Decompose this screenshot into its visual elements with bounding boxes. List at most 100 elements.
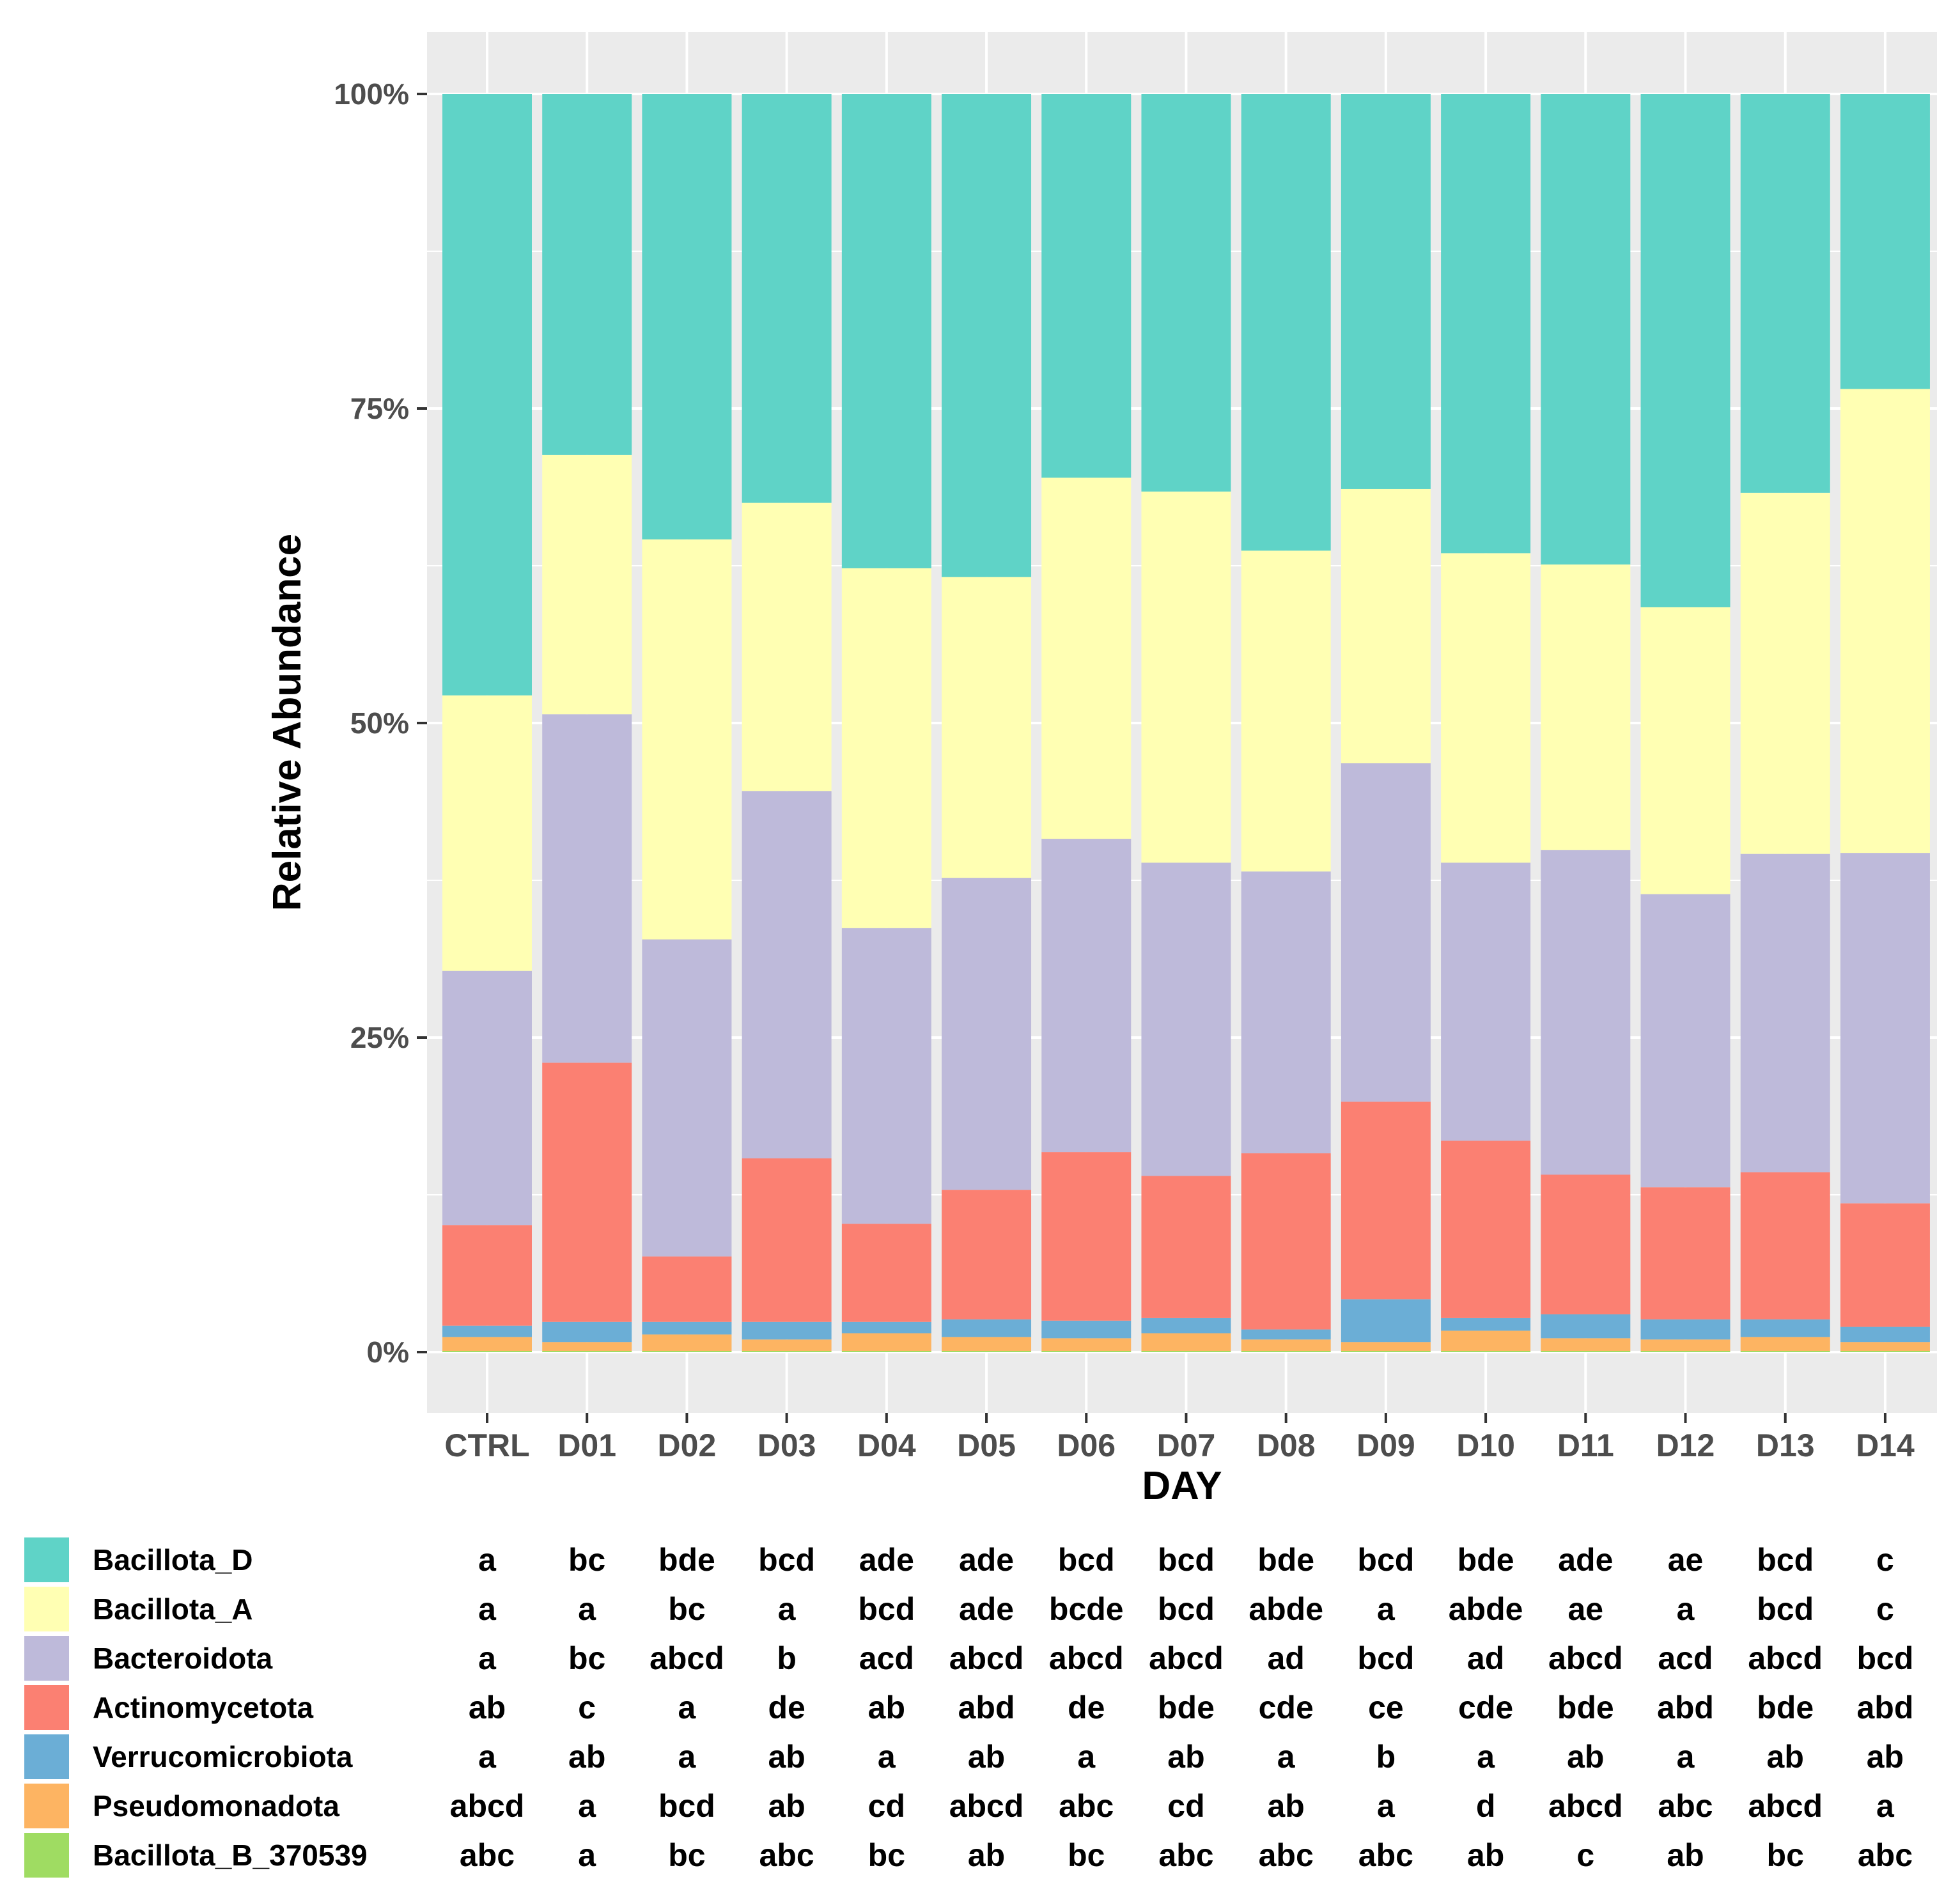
significance-letter: a xyxy=(1377,1591,1396,1627)
significance-letter: de xyxy=(1068,1690,1105,1725)
significance-letter: a xyxy=(778,1591,797,1627)
significance-letter: bde xyxy=(1257,1542,1314,1578)
bar-segment-d07-bacillota-d xyxy=(1141,94,1231,492)
legend-swatch-actinomycetota xyxy=(24,1685,69,1730)
bar-segment-d05-bacillota-d xyxy=(942,94,1032,577)
bar-segment-d02-bacillota-b-370539 xyxy=(642,1351,732,1352)
y-tick-label: 0% xyxy=(367,1335,409,1369)
significance-letter: ab xyxy=(1268,1788,1305,1824)
x-tick-label: D14 xyxy=(1856,1428,1915,1463)
significance-letter: ad xyxy=(1268,1640,1305,1676)
significance-letter: ae xyxy=(1567,1591,1603,1627)
x-tick-label: CTRL xyxy=(444,1428,529,1463)
bar-segment-d04-bacteroidota xyxy=(841,928,931,1224)
bar-segment-d05-pseudomonadota xyxy=(942,1337,1032,1351)
significance-letter: bcd xyxy=(1757,1542,1814,1578)
bar-segment-d07-bacteroidota xyxy=(1141,862,1231,1176)
x-tick-label: D10 xyxy=(1456,1428,1515,1463)
significance-letter: ade xyxy=(859,1542,914,1578)
significance-letter: abcd xyxy=(1548,1788,1623,1824)
significance-letter: ab xyxy=(1767,1739,1804,1775)
significance-letter: ade xyxy=(959,1591,1014,1627)
bar-segment-d12-bacillota-a xyxy=(1640,607,1731,894)
significance-letter: abcd xyxy=(949,1640,1024,1676)
significance-letter: abc xyxy=(1059,1788,1114,1824)
y-axis-ticks: 0% 25% 50% 75% 100% xyxy=(334,77,427,1369)
significance-letter: a xyxy=(578,1591,596,1627)
significance-letter: bcd xyxy=(658,1788,715,1824)
bar-segment-d07-verrucomicrobiota xyxy=(1141,1318,1231,1334)
significance-letter: ad xyxy=(1467,1640,1504,1676)
significance-letter: a xyxy=(478,1739,497,1775)
bar-segment-d04-bacillota-a xyxy=(841,568,931,928)
significance-letter: bc xyxy=(568,1640,605,1676)
bar-segment-d11-bacteroidota xyxy=(1541,850,1631,1175)
bar-segment-d01-verrucomicrobiota xyxy=(542,1321,632,1342)
significance-letter: cd xyxy=(1167,1788,1204,1824)
bar-segment-d08-bacillota-d xyxy=(1241,94,1331,551)
significance-letter: abc xyxy=(1158,1837,1213,1873)
bar-segment-d11-verrucomicrobiota xyxy=(1541,1314,1631,1339)
bar-segment-d14-verrucomicrobiota xyxy=(1840,1327,1930,1342)
bar-segment-d01-bacillota-b-370539 xyxy=(542,1351,632,1352)
x-tick-label: D01 xyxy=(557,1428,616,1463)
bar-segment-d08-bacteroidota xyxy=(1241,871,1331,1154)
bar-segment-d10-bacillota-d xyxy=(1441,94,1531,554)
significance-letter: ae xyxy=(1668,1542,1704,1578)
significance-letter: ab xyxy=(768,1739,805,1775)
significance-letter: a xyxy=(878,1739,896,1775)
significance-letter: abc xyxy=(759,1837,814,1873)
y-tick-label: 50% xyxy=(350,706,409,740)
significance-letter: bcd xyxy=(1357,1542,1414,1578)
significance-letter: bde xyxy=(1458,1542,1514,1578)
bar-segment-d14-pseudomonadota xyxy=(1840,1342,1930,1351)
bar-segment-d04-pseudomonadota xyxy=(841,1333,931,1351)
significance-letter: bcd xyxy=(858,1591,915,1627)
significance-letter: a xyxy=(1677,1591,1695,1627)
significance-letter: acd xyxy=(859,1640,914,1676)
significance-letter: a xyxy=(478,1591,497,1627)
bar-segment-d13-actinomycetota xyxy=(1740,1172,1830,1319)
significance-letter: ce xyxy=(1368,1690,1404,1725)
significance-letter: ade xyxy=(959,1542,1014,1578)
bar-segment-d10-bacteroidota xyxy=(1441,862,1531,1141)
significance-letter: bc xyxy=(868,1837,905,1873)
bar-segment-d08-pseudomonadota xyxy=(1241,1339,1331,1351)
x-axis-title: DAY xyxy=(1142,1464,1222,1508)
bar-segment-d03-bacillota-d xyxy=(742,94,832,503)
significance-letter: bcd xyxy=(1757,1591,1814,1627)
significance-letter: ab xyxy=(469,1690,506,1725)
significance-letter: abcd xyxy=(1748,1640,1823,1676)
bar-segment-d10-bacillota-a xyxy=(1441,553,1531,863)
legend-swatch-bacillota-a xyxy=(24,1587,69,1631)
bar-segment-d06-bacillota-a xyxy=(1041,478,1132,839)
significance-letter: a xyxy=(578,1837,596,1873)
significance-letter: ab xyxy=(968,1739,1005,1775)
bar-segment-d01-bacillota-a xyxy=(542,455,632,715)
bar-segment-d09-bacteroidota xyxy=(1341,763,1431,1102)
significance-letter: d xyxy=(1476,1788,1496,1824)
y-tick-label: 100% xyxy=(334,77,409,111)
legend-label: Actinomycetota xyxy=(93,1691,313,1724)
significance-letter: bc xyxy=(1068,1837,1105,1873)
significance-letter: abc xyxy=(1358,1837,1413,1873)
significance-letter: bc xyxy=(568,1542,605,1578)
significance-letter: b xyxy=(1376,1739,1396,1775)
x-tick-label: D13 xyxy=(1756,1428,1815,1463)
bar-segment-d01-actinomycetota xyxy=(542,1062,632,1322)
y-axis-title: Relative Abundance xyxy=(265,534,309,911)
bar-segment-d03-bacteroidota xyxy=(742,791,832,1158)
significance-letter: a xyxy=(678,1690,697,1725)
legend-label: Bacillota_B_370539 xyxy=(93,1839,368,1872)
x-tick-label: D09 xyxy=(1357,1428,1415,1463)
significance-letter: acd xyxy=(1658,1640,1713,1676)
significance-letter: abd xyxy=(958,1690,1015,1725)
bar-segment-d13-bacillota-a xyxy=(1740,492,1830,854)
significance-letter: a xyxy=(578,1788,596,1824)
significance-letter: bcd xyxy=(758,1542,815,1578)
bar-segment-d10-actinomycetota xyxy=(1441,1140,1531,1318)
bar-segment-d04-actinomycetota xyxy=(841,1224,931,1322)
bar-segment-d01-bacteroidota xyxy=(542,714,632,1063)
bar-segment-d13-bacillota-d xyxy=(1740,94,1830,493)
